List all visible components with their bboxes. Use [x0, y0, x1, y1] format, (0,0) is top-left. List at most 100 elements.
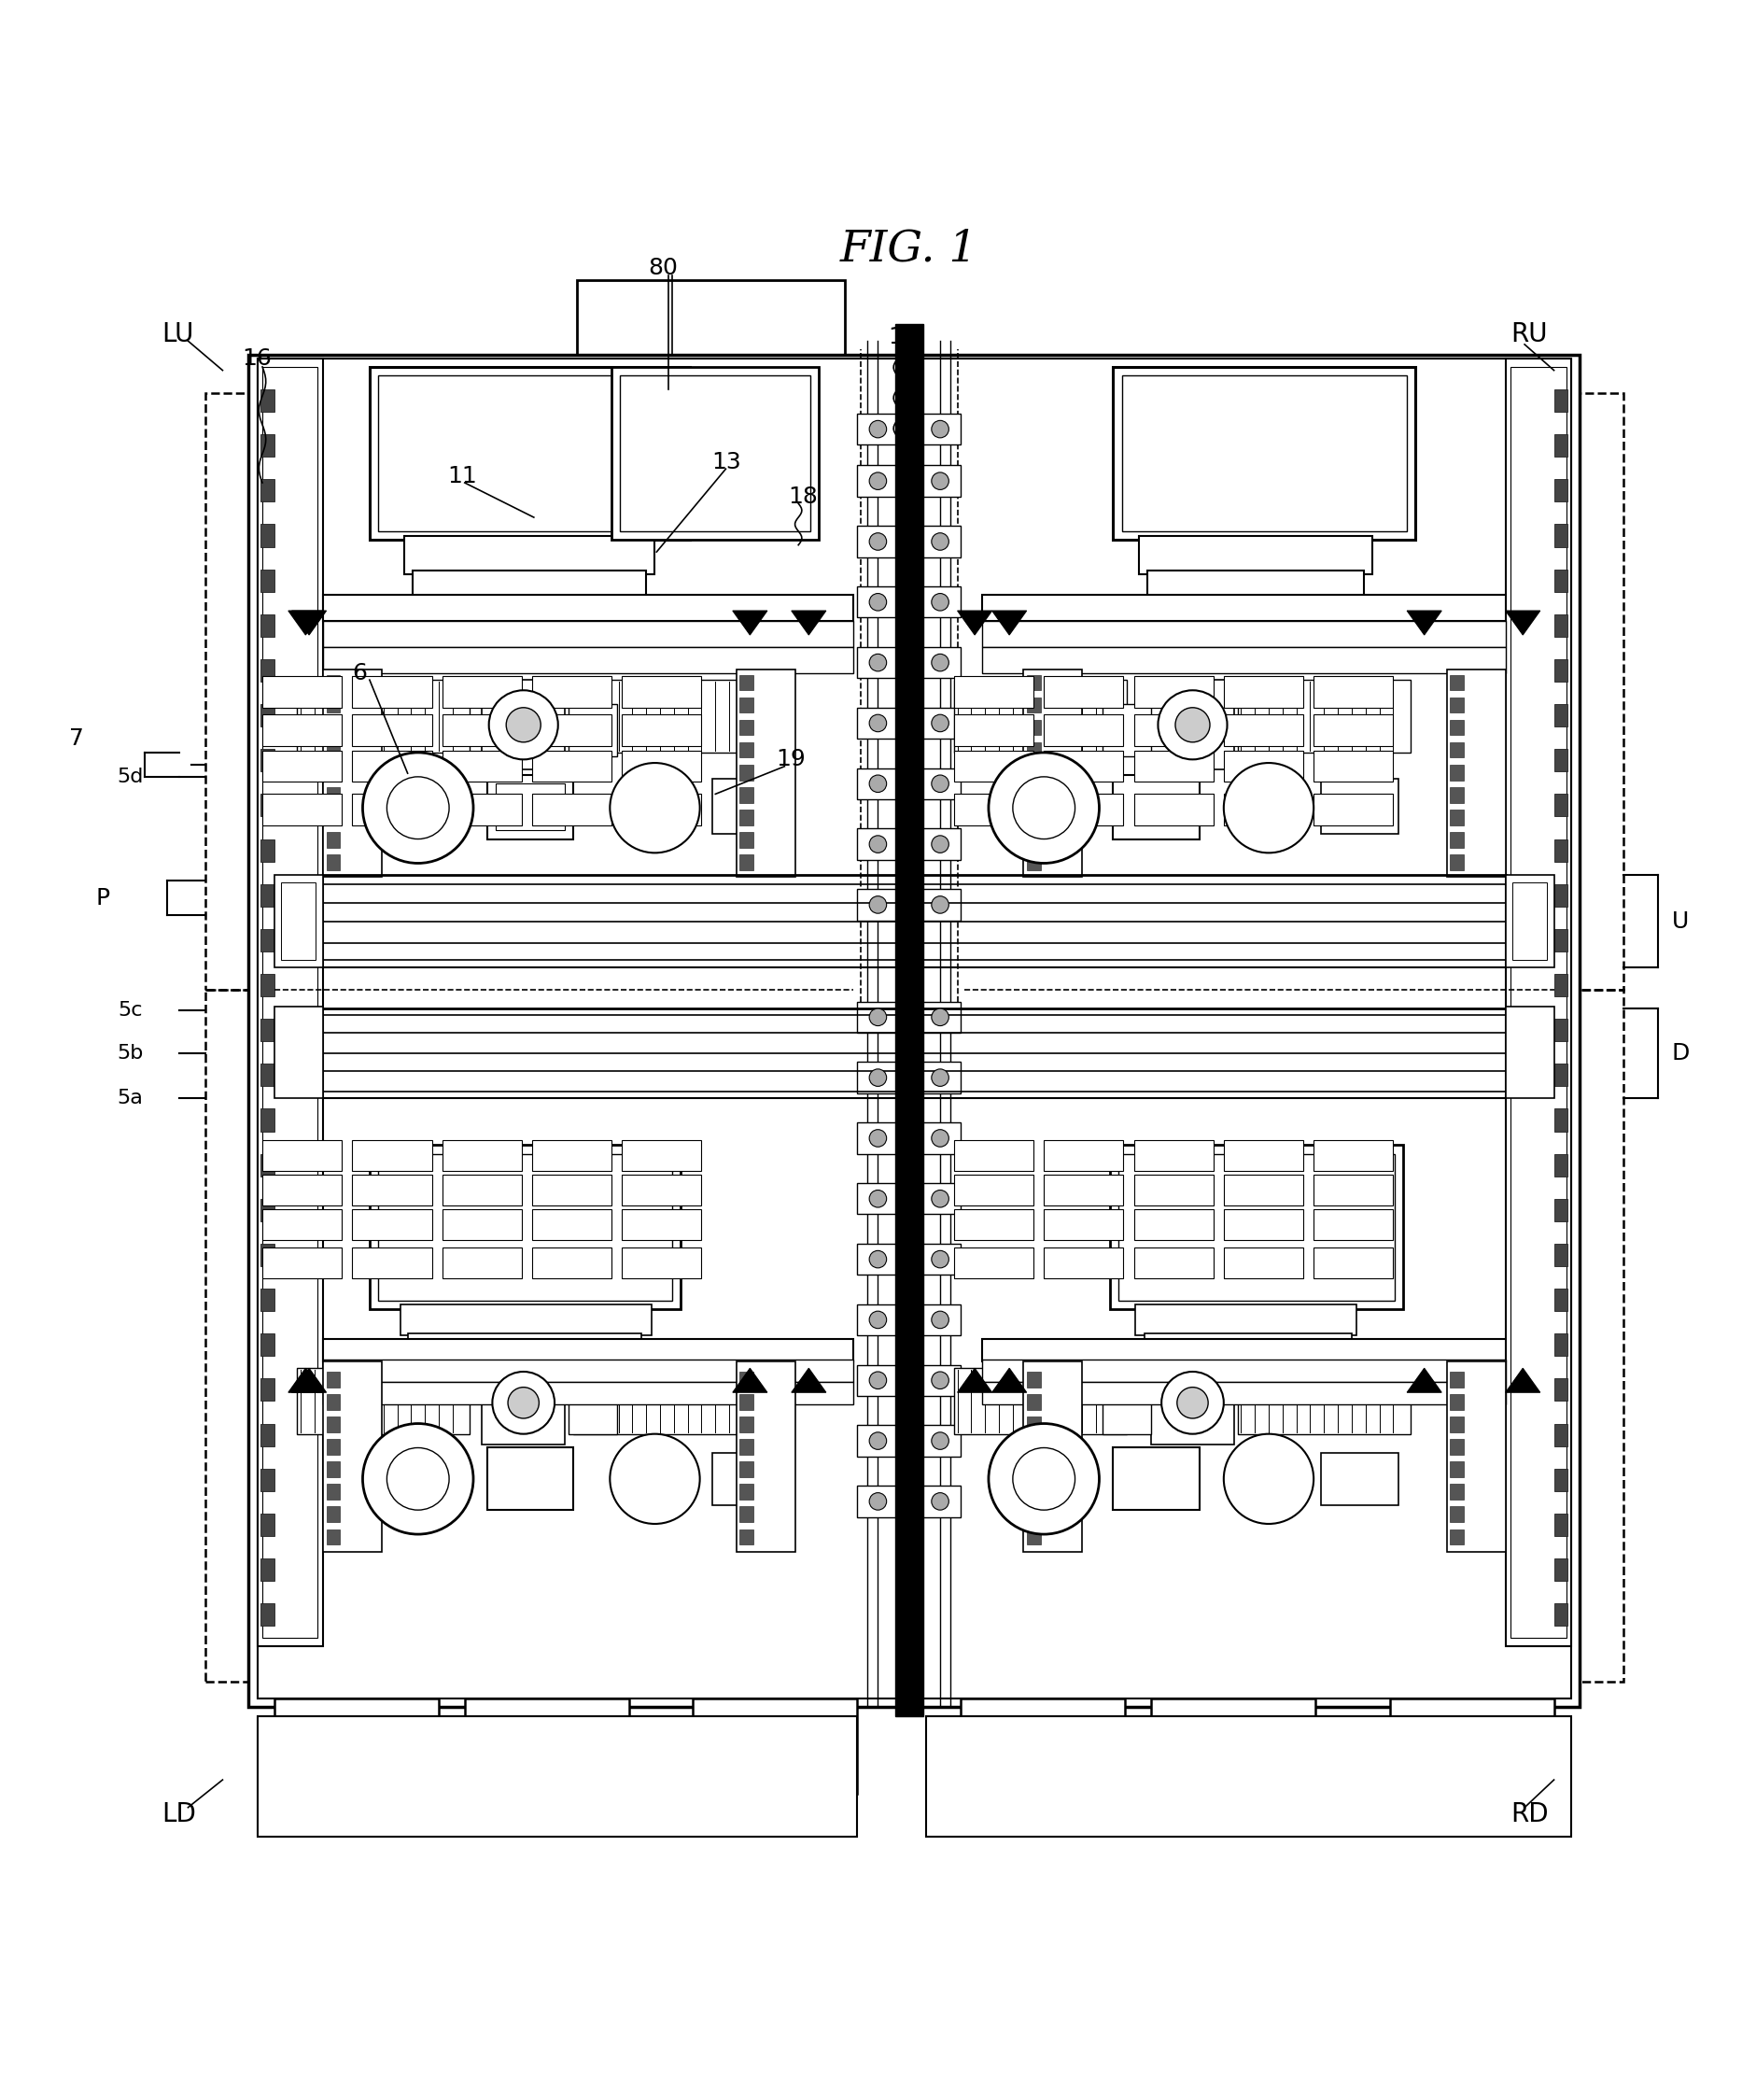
Bar: [982, 1359, 1505, 1382]
Bar: [622, 676, 702, 708]
Bar: [531, 752, 611, 781]
Circle shape: [1178, 1388, 1209, 1418]
Circle shape: [1012, 777, 1075, 840]
Bar: [1554, 1514, 1568, 1535]
Bar: [1554, 1468, 1568, 1491]
Bar: [1451, 741, 1463, 758]
Bar: [322, 594, 854, 622]
Bar: [1554, 1558, 1568, 1581]
Bar: [1554, 1424, 1568, 1447]
Bar: [1026, 788, 1040, 802]
Bar: [1134, 1210, 1214, 1241]
Bar: [1448, 670, 1505, 878]
Bar: [740, 697, 754, 712]
Bar: [1554, 525, 1568, 546]
Polygon shape: [958, 1369, 991, 1392]
Bar: [740, 855, 754, 869]
Bar: [740, 832, 754, 848]
Circle shape: [869, 897, 887, 913]
Bar: [1554, 1604, 1568, 1625]
Bar: [1320, 779, 1399, 834]
Bar: [261, 928, 275, 951]
Circle shape: [869, 1493, 887, 1510]
Bar: [322, 1361, 381, 1552]
Bar: [955, 676, 1033, 708]
Bar: [857, 1304, 962, 1336]
Bar: [352, 1210, 432, 1241]
Bar: [1313, 1174, 1394, 1205]
Bar: [483, 680, 564, 771]
Bar: [275, 1006, 322, 1098]
Circle shape: [509, 1388, 538, 1418]
Bar: [261, 1243, 275, 1266]
Bar: [1134, 794, 1214, 825]
Bar: [1554, 1018, 1568, 1042]
Bar: [955, 714, 1033, 746]
Bar: [296, 1369, 470, 1434]
Circle shape: [988, 752, 1099, 863]
Bar: [1043, 752, 1124, 781]
Bar: [322, 622, 854, 647]
Bar: [261, 1199, 275, 1222]
Text: FIG. 1: FIG. 1: [840, 229, 977, 271]
Bar: [857, 586, 962, 617]
Bar: [622, 1247, 702, 1279]
Bar: [1451, 674, 1463, 691]
Circle shape: [988, 1424, 1099, 1535]
Bar: [442, 714, 523, 746]
Bar: [261, 750, 275, 771]
Bar: [1313, 714, 1394, 746]
Bar: [261, 1424, 275, 1447]
Bar: [740, 674, 754, 691]
Bar: [1113, 775, 1200, 840]
Bar: [258, 359, 322, 1646]
Bar: [857, 1426, 962, 1457]
Bar: [740, 1506, 754, 1522]
Bar: [1554, 479, 1568, 502]
Bar: [1223, 1247, 1303, 1279]
Circle shape: [932, 1310, 949, 1329]
Bar: [326, 764, 340, 781]
Bar: [249, 355, 1580, 1707]
Circle shape: [869, 1310, 887, 1329]
Bar: [326, 811, 340, 825]
Bar: [982, 622, 1505, 647]
Bar: [740, 1462, 754, 1476]
Bar: [352, 1247, 432, 1279]
Bar: [261, 479, 275, 502]
Bar: [1451, 832, 1463, 848]
Bar: [1313, 752, 1394, 781]
Bar: [282, 882, 315, 960]
Bar: [442, 1174, 523, 1205]
Bar: [369, 368, 690, 540]
Bar: [1023, 670, 1082, 878]
Polygon shape: [791, 611, 826, 634]
Bar: [258, 359, 1571, 1699]
Polygon shape: [1408, 1369, 1442, 1392]
Circle shape: [1012, 1447, 1075, 1510]
Bar: [1554, 1153, 1568, 1176]
Bar: [1554, 840, 1568, 861]
Bar: [263, 676, 341, 708]
Bar: [955, 1174, 1033, 1205]
Bar: [352, 1140, 432, 1172]
Bar: [1223, 1210, 1303, 1241]
Bar: [1313, 1140, 1394, 1172]
Bar: [915, 393, 1624, 989]
Circle shape: [932, 836, 949, 853]
Circle shape: [1176, 708, 1211, 741]
Bar: [1223, 714, 1303, 746]
Bar: [1554, 1153, 1568, 1176]
Bar: [982, 1340, 1505, 1361]
Bar: [261, 1018, 275, 1042]
Bar: [261, 1468, 275, 1491]
Bar: [261, 884, 275, 907]
Bar: [1554, 1065, 1568, 1086]
Bar: [1026, 1418, 1040, 1432]
Bar: [622, 1140, 702, 1172]
Bar: [296, 680, 470, 752]
Polygon shape: [289, 1369, 322, 1392]
Bar: [258, 1716, 857, 1838]
Bar: [1136, 1304, 1357, 1336]
Bar: [1026, 764, 1040, 781]
